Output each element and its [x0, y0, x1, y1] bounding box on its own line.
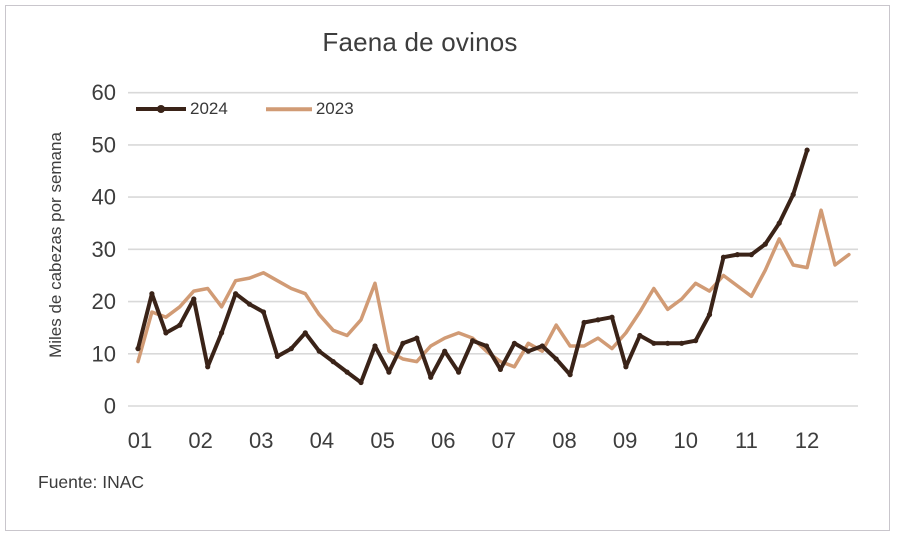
data-point-2024 — [358, 379, 364, 386]
chart-title: Faena de ovinos — [322, 27, 518, 57]
data-point-2024 — [344, 369, 350, 375]
legend-line-marker-icon — [136, 105, 186, 114]
data-point-2024 — [776, 220, 782, 226]
data-point-2024 — [246, 301, 253, 307]
x-tick-label: 02 — [188, 428, 212, 453]
data-point-2024 — [288, 346, 294, 352]
data-point-2024 — [553, 356, 559, 362]
data-point-2024 — [679, 340, 685, 346]
x-tick-label: 04 — [310, 428, 334, 453]
y-tick-label: 40 — [92, 185, 116, 210]
data-point-2024 — [274, 353, 280, 359]
y-tick-label: 10 — [92, 341, 116, 366]
x-tick-label: 09 — [613, 428, 637, 453]
x-tick-label: 12 — [795, 428, 819, 453]
legend-line-icon — [265, 105, 312, 114]
data-point-2024 — [316, 348, 322, 354]
x-tick-label: 06 — [431, 428, 455, 453]
y-tick-label: 60 — [92, 80, 116, 105]
data-point-2024 — [734, 252, 741, 258]
data-point-2024 — [400, 340, 406, 346]
data-point-2024 — [609, 314, 615, 320]
x-tick-label: 01 — [128, 428, 152, 453]
data-point-2024 — [595, 317, 601, 323]
data-point-2024 — [442, 348, 448, 354]
data-point-2024 — [135, 346, 141, 352]
legend-label-2024: 2024 — [190, 99, 228, 118]
data-point-2024 — [260, 309, 267, 315]
legend-item-2023: 2023 — [265, 99, 354, 119]
data-point-2024 — [219, 330, 225, 336]
data-point-2024 — [414, 335, 420, 341]
data-point-2024 — [706, 312, 713, 318]
data-point-2024 — [149, 291, 155, 297]
data-point-2024 — [483, 343, 490, 349]
data-point-2024 — [302, 330, 308, 336]
data-point-2024 — [497, 366, 503, 372]
series-line-2023 — [136, 208, 851, 369]
data-point-2024 — [428, 374, 434, 380]
data-point-2024 — [804, 147, 810, 153]
data-point-2024 — [456, 369, 462, 375]
data-point-2024 — [163, 330, 169, 336]
x-tick-label: 11 — [735, 428, 758, 453]
y-tick-label: 30 — [92, 237, 116, 262]
data-point-2024 — [330, 359, 336, 365]
legend: 2024 2023 — [136, 99, 354, 119]
data-point-2024 — [623, 364, 629, 370]
x-tick-label: 08 — [552, 428, 576, 453]
data-point-2024 — [372, 343, 378, 349]
data-point-2024 — [637, 332, 643, 339]
data-point-2024 — [386, 369, 392, 375]
data-point-2024 — [651, 340, 657, 346]
x-tick-label: 10 — [674, 428, 698, 453]
data-point-2024 — [748, 252, 755, 258]
legend-label-2023: 2023 — [315, 99, 354, 118]
x-tick-label: 07 — [492, 428, 516, 453]
x-tick-label: 03 — [249, 428, 273, 453]
y-tick-label: 0 — [104, 394, 116, 419]
data-point-2024 — [205, 364, 211, 370]
data-point-2024 — [693, 338, 699, 344]
data-point-2024 — [525, 348, 531, 354]
data-point-2024 — [762, 241, 768, 247]
data-point-2024 — [470, 338, 476, 344]
data-point-2024 — [720, 254, 727, 260]
x-tick-label: 05 — [370, 428, 394, 453]
data-point-2024 — [665, 340, 671, 346]
series-line-2024 — [136, 148, 810, 385]
data-point-2024 — [191, 296, 197, 302]
data-point-2024 — [567, 372, 573, 378]
legend-item-2024: 2024 — [136, 99, 228, 119]
data-point-2024 — [539, 343, 545, 349]
data-point-2024 — [581, 319, 587, 326]
data-point-2024 — [177, 322, 183, 328]
y-tick-label: 50 — [92, 132, 116, 157]
data-point-2024 — [790, 191, 796, 198]
data-point-2024 — [233, 291, 239, 297]
source-note: Fuente: INAC — [38, 472, 145, 492]
y-tick-label: 20 — [92, 289, 116, 314]
data-point-2024 — [511, 340, 517, 346]
